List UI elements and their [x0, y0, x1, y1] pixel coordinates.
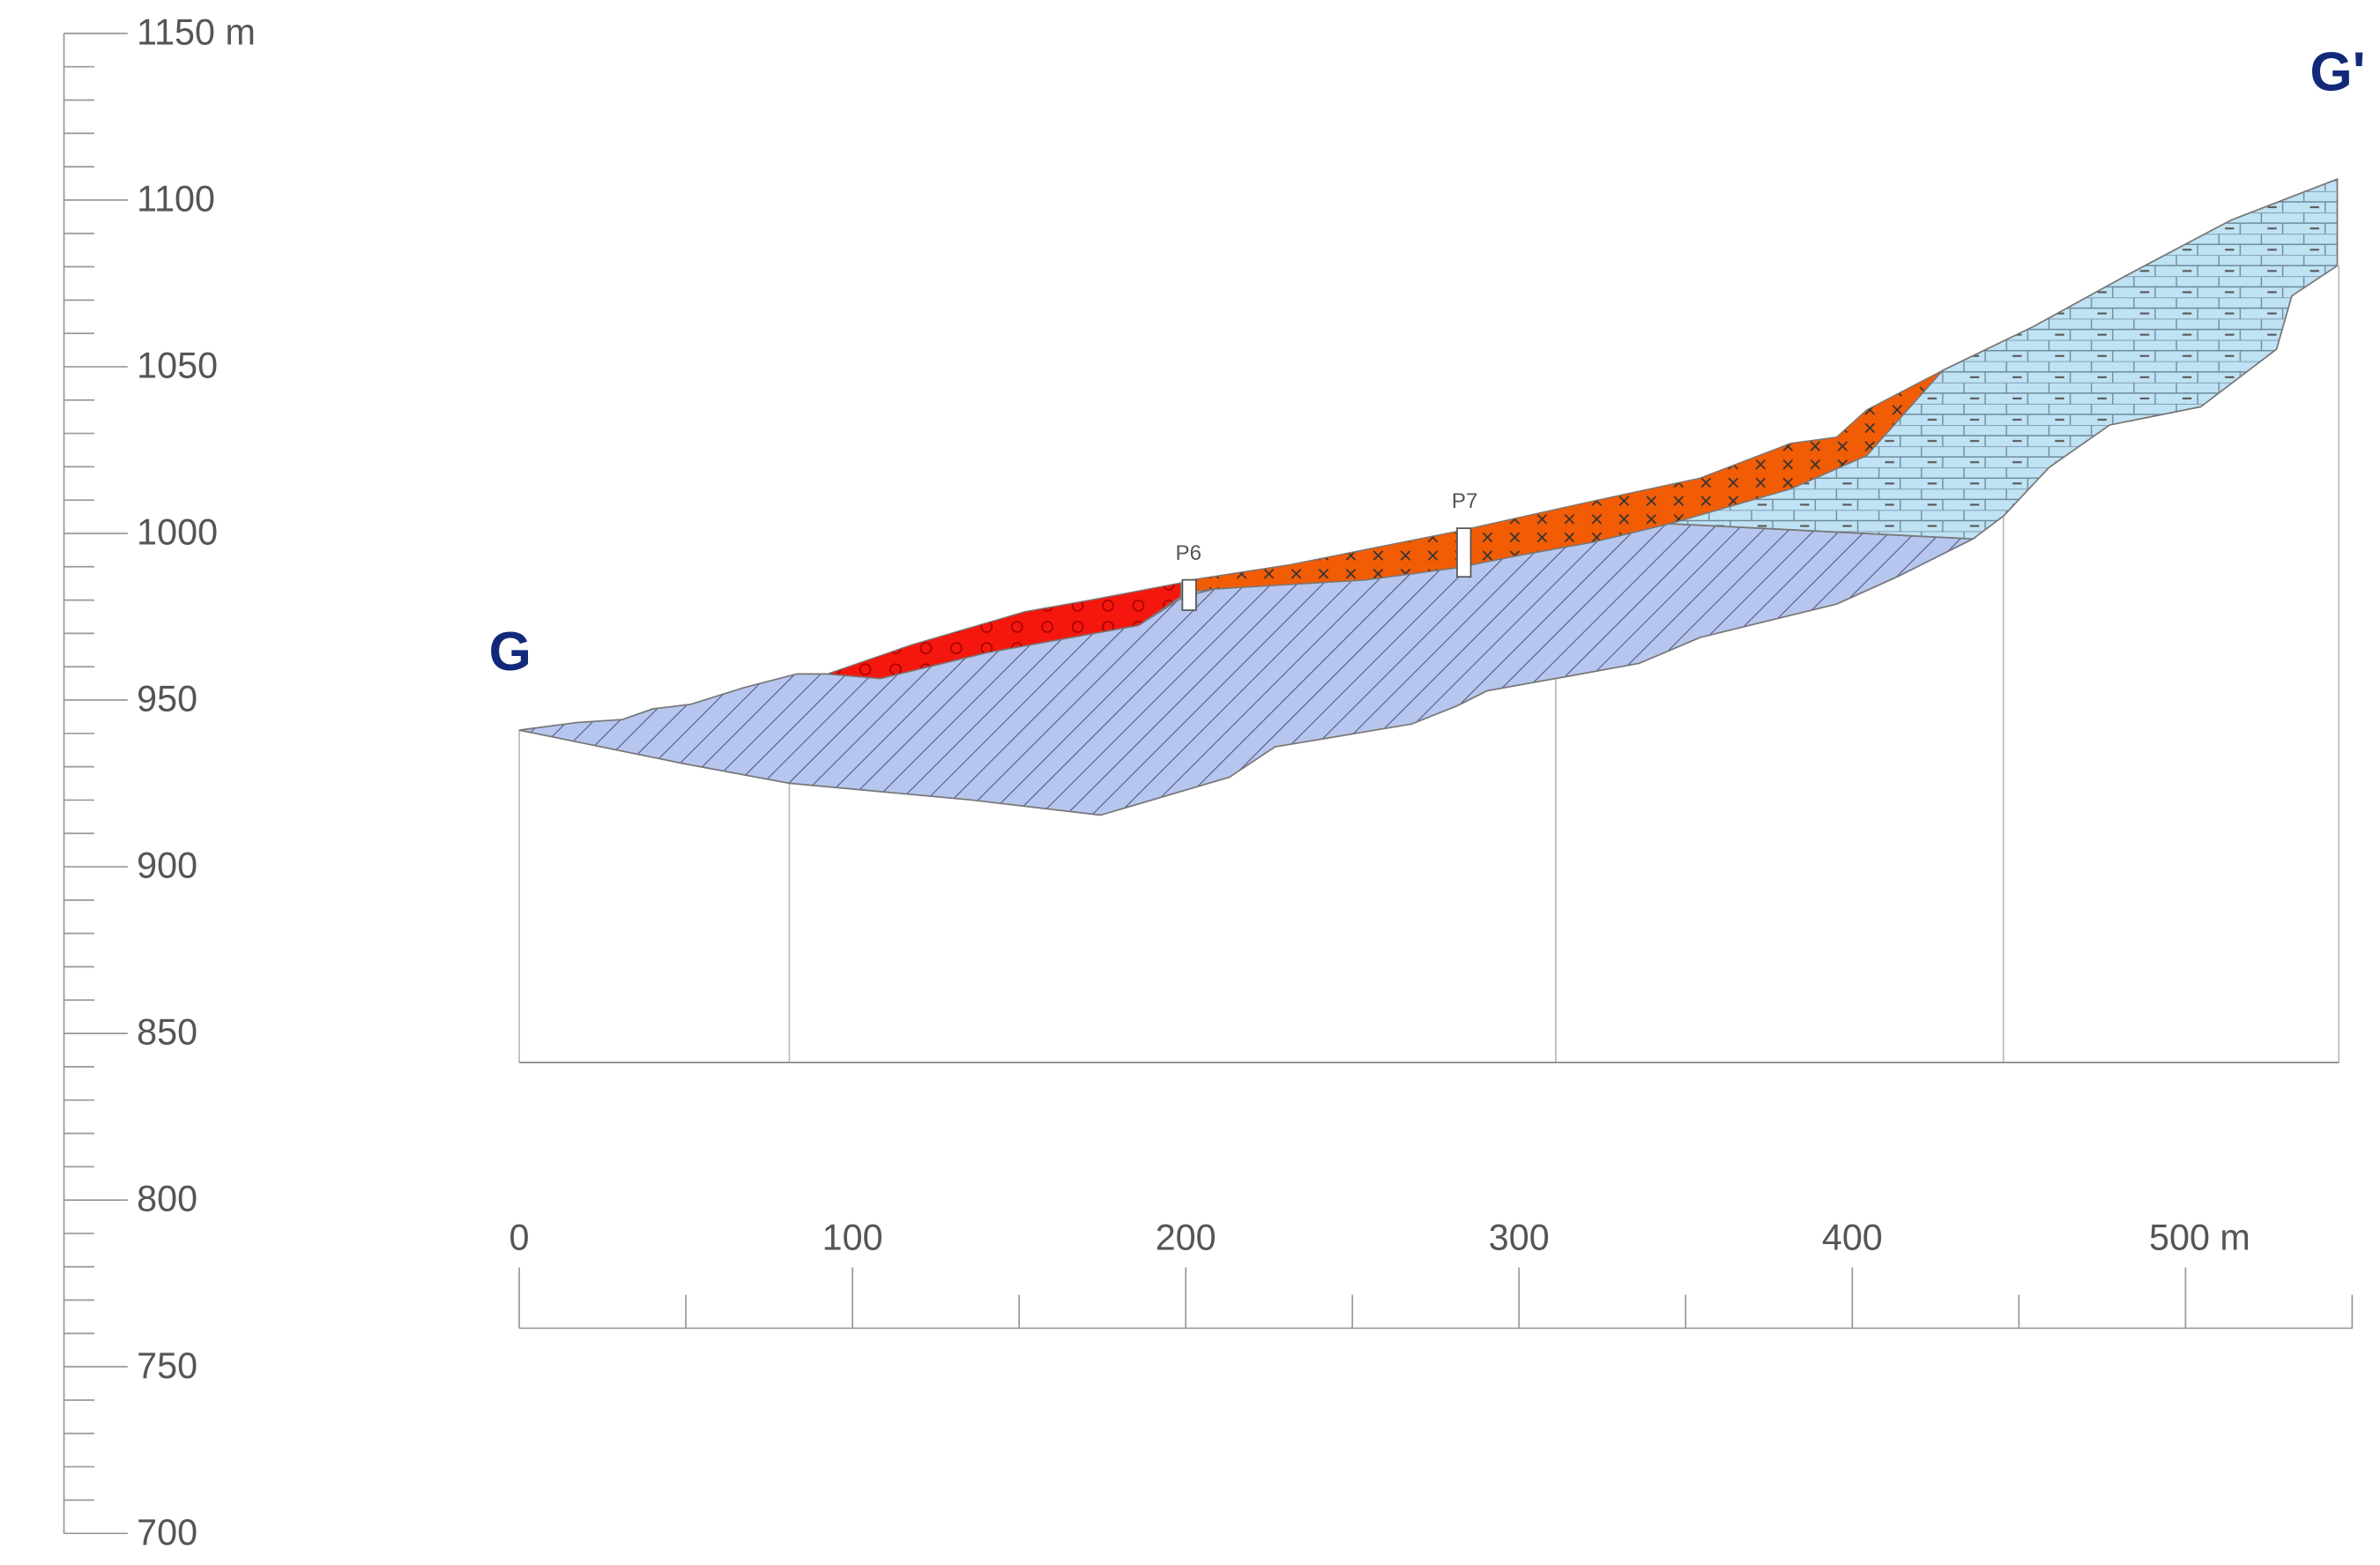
- y-label: 800: [137, 1179, 197, 1219]
- borehole-label: P7: [1452, 489, 1477, 513]
- y-label: 950: [137, 679, 197, 719]
- x-label: 500 m: [2149, 1217, 2250, 1257]
- red-layer: [827, 582, 1182, 680]
- y-label: 750: [137, 1345, 197, 1386]
- y-label: 700: [137, 1512, 197, 1553]
- y-label: 900: [137, 846, 197, 886]
- section-start: G: [489, 622, 532, 682]
- axis-labels: 1150 m 1100 1050 1000 950 900 850 800 750 700 0 100…: [137, 12, 2250, 1553]
- y-label: 1000: [137, 512, 218, 553]
- x-label: 300: [1489, 1217, 1550, 1257]
- y-label: 1100: [137, 179, 215, 220]
- x-label: 0: [509, 1217, 530, 1257]
- x-label: 200: [1156, 1217, 1216, 1257]
- borehole: [1181, 578, 1197, 611]
- y-label: 1050: [137, 346, 218, 386]
- frame-lines: [518, 265, 2340, 1064]
- section-end: G': [2310, 41, 2366, 102]
- orange-layer: [1191, 369, 1944, 593]
- y-label: 1150 m: [137, 12, 256, 53]
- x-label: 400: [1822, 1217, 1883, 1257]
- borehole: [1456, 527, 1472, 578]
- bedrock: [518, 523, 1976, 816]
- x-label: 100: [822, 1217, 883, 1257]
- y-label: 850: [137, 1012, 197, 1053]
- borehole-label: P6: [1176, 541, 1201, 565]
- axes: [63, 33, 2354, 1535]
